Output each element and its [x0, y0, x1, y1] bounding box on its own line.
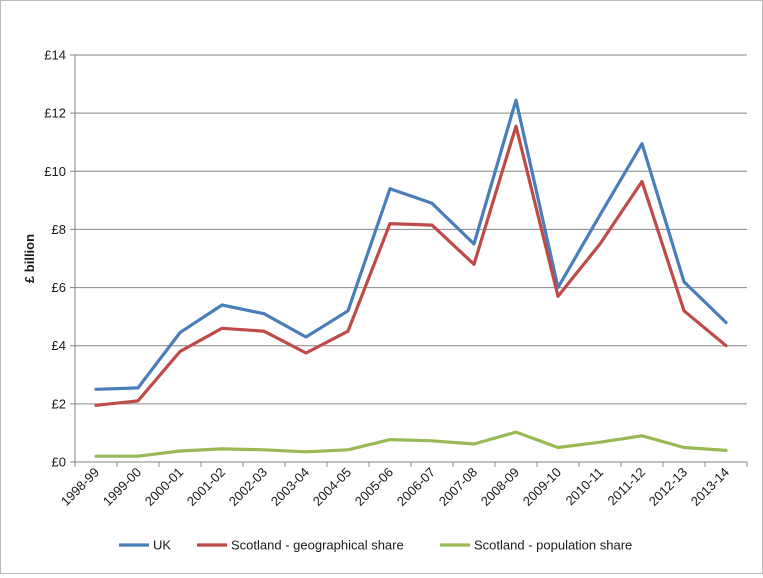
x-tick-label: 2005-06 [352, 465, 396, 509]
x-tick-label: 1999-00 [100, 465, 144, 509]
legend-item: Scotland - geographical share [197, 538, 404, 553]
y-axis-label: £ billion [22, 234, 37, 283]
legend: UK Scotland - geographical share Scotland … [119, 538, 632, 553]
series-line-scotland-population-share [94, 430, 728, 458]
x-tick-label: 2012-13 [646, 465, 690, 509]
x-tick-label: 2013-14 [688, 465, 732, 509]
gridlines [75, 54, 747, 405]
x-tick-label: 2007-08 [436, 465, 480, 509]
x-tick-label: 2009-10 [520, 465, 564, 509]
x-tick-label: 2011-12 [604, 465, 648, 509]
y-tick-label: £6 [52, 280, 66, 295]
legend-item: Scotland - population share [440, 538, 632, 553]
y-tick-label: £8 [52, 222, 66, 237]
series-line-scotland-geographical-share [94, 124, 728, 407]
x-tick-label: 2008-09 [478, 465, 522, 509]
y-tick-label: £12 [44, 106, 66, 121]
legend-item: UK [119, 538, 171, 553]
x-tick-label: 2010-11 [562, 465, 606, 509]
series-lines [94, 98, 728, 458]
series-line-uk [94, 98, 728, 391]
y-tick-label: £10 [44, 164, 66, 179]
legend-label: UK [153, 538, 171, 553]
x-tick-label: 2006-07 [394, 465, 438, 509]
x-tick-label: 2003-04 [268, 465, 312, 509]
y-tick-label: £0 [52, 455, 66, 470]
x-tick-label: 2000-01 [142, 465, 186, 509]
x-tick-label: 2002-03 [226, 465, 270, 509]
x-tick-label: 2004-05 [310, 465, 354, 509]
x-tick-labels: 1998-991999-002000-012001-022002-032003-… [58, 465, 732, 509]
y-tick-label: £14 [44, 48, 66, 63]
y-tick-labels: £0 £2 £4 £6 £8 £10 £12 £14 [44, 48, 66, 470]
x-tick-label: 2001-02 [184, 465, 228, 509]
legend-label: Scotland - population share [474, 538, 632, 553]
y-tick-label: £4 [52, 338, 66, 353]
x-tick-label: 1998-99 [58, 465, 102, 509]
y-tick-label: £2 [52, 396, 66, 411]
legend-label: Scotland - geographical share [231, 538, 404, 553]
axes [70, 54, 748, 467]
